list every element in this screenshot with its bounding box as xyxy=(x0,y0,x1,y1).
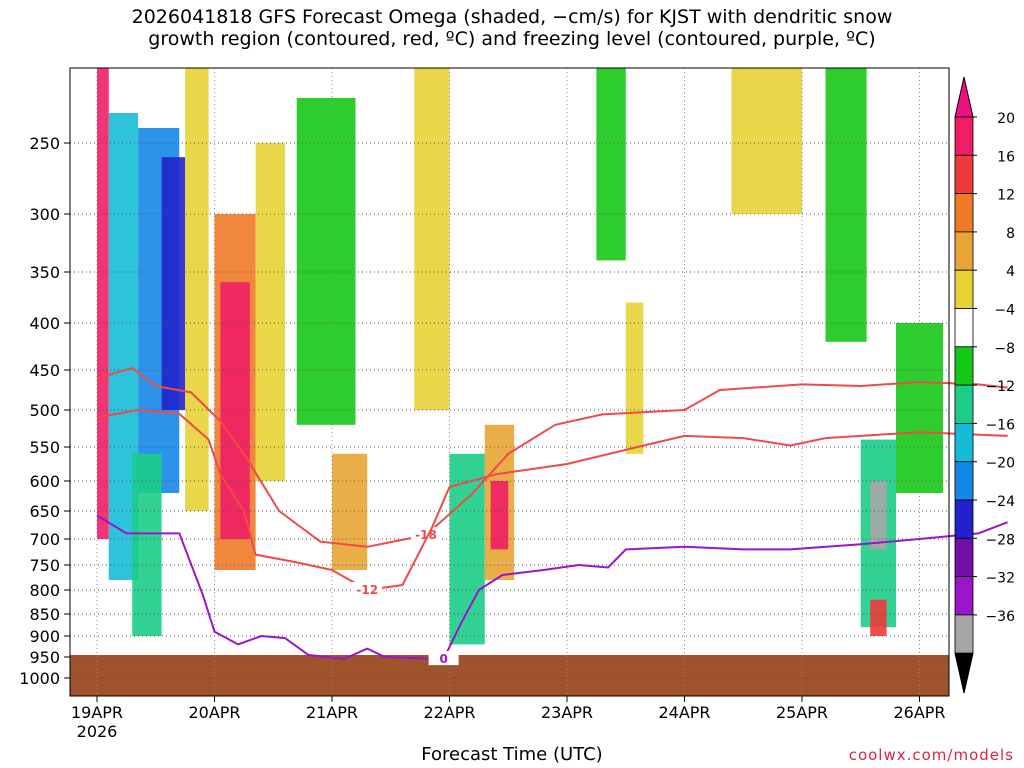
y-tick-label: 250 xyxy=(29,134,60,153)
colorbar: 20 16 12 8 4 −4 −8 −12 −16 −20 −24 −28 −32 −36 xyxy=(954,76,1015,694)
contour-label-bg xyxy=(411,527,441,542)
colorbar-swatch xyxy=(954,461,974,501)
y-tick-label: 600 xyxy=(29,472,60,491)
colorbar-swatch xyxy=(954,537,974,577)
colorbar-swatch xyxy=(954,308,974,348)
omega-patch xyxy=(161,157,186,410)
x-tick-label: 24APR xyxy=(658,703,710,722)
omega-patch xyxy=(132,453,162,636)
colorbar-swatch xyxy=(954,499,974,539)
x-tick-label: 25APR xyxy=(776,703,828,722)
omega-patch xyxy=(97,68,109,539)
colorbar-label: −4 xyxy=(994,303,1015,319)
source-credit: coolwx.com/models xyxy=(848,746,1014,764)
x-tick-label: 23APR xyxy=(541,703,593,722)
colorbar-label: −8 xyxy=(994,341,1015,357)
omega-patch xyxy=(731,68,802,214)
grid-lines xyxy=(70,68,949,696)
x-axis: 19APR 20APR 21APR 22APR 23APR 24APR 25APR 26APR… xyxy=(71,696,946,741)
contour-label-bg xyxy=(352,582,383,596)
colorbar-label: 8 xyxy=(1006,226,1015,242)
x-tick-label: 20APR xyxy=(188,703,240,722)
chart-title: 2026041818 GFS Forecast Omega (shaded, −… xyxy=(0,6,1024,50)
y-tick-label: 800 xyxy=(29,581,60,600)
omega-patch xyxy=(332,453,368,570)
colorbar-swatch xyxy=(954,346,974,386)
y-tick-label: 350 xyxy=(29,263,60,282)
x-tick-label: 21APR xyxy=(306,703,358,722)
colorbar-swatch xyxy=(954,231,974,271)
y-tick-label: 650 xyxy=(29,502,60,521)
y-axis: 250 300 350 400 450 500 550 600 650 700 750 800 850 9… xyxy=(19,134,70,688)
y-tick-label: 700 xyxy=(29,530,60,549)
omega-shading-layer xyxy=(97,68,949,645)
colorbar-swatch xyxy=(954,384,974,424)
x-tick-label: 19APR xyxy=(71,703,123,722)
y-tick-label: 950 xyxy=(29,648,60,667)
y-tick-label: 550 xyxy=(29,438,60,457)
colorbar-swatch xyxy=(954,422,974,463)
contour-line xyxy=(96,514,1008,661)
colorbar-top-arrow xyxy=(954,76,974,118)
y-tick-label: 850 xyxy=(29,605,60,624)
omega-patch xyxy=(596,68,626,261)
colorbar-swatch xyxy=(954,154,974,195)
y-tick-label: 750 xyxy=(29,556,60,575)
omega-patch xyxy=(255,143,285,481)
contour-line xyxy=(96,409,1008,591)
contour-label: -12 xyxy=(356,583,378,597)
chart-title-line-2: growth region (contoured, red, ºC) and f… xyxy=(148,28,876,50)
y-tick-label: 900 xyxy=(29,627,60,646)
colorbar-label: −28 xyxy=(985,532,1015,548)
omega-patch xyxy=(296,98,356,425)
colorbar-swatch xyxy=(954,193,974,233)
y-tick-label: 450 xyxy=(29,361,60,380)
contour-label: -18 xyxy=(415,528,437,542)
contour-label-bg xyxy=(428,651,459,666)
colorbar-label: −16 xyxy=(985,417,1015,433)
colorbar-label: −12 xyxy=(985,379,1015,395)
colorbar-label: 4 xyxy=(1006,264,1015,280)
ground-surface xyxy=(70,655,949,696)
omega-patch xyxy=(414,68,450,410)
colorbar-label: −32 xyxy=(985,571,1015,587)
y-tick-label: 1000 xyxy=(19,669,60,688)
contour-line xyxy=(96,367,1008,548)
omega-patch xyxy=(185,68,209,511)
colorbar-label: −24 xyxy=(985,494,1015,510)
omega-patch xyxy=(870,481,887,550)
colorbar-swatch xyxy=(954,614,974,654)
colorbar-label: 12 xyxy=(997,188,1015,204)
x-tick-year-label: 2026 xyxy=(77,722,118,741)
omega-patch xyxy=(870,599,887,636)
colorbar-bottom-arrow xyxy=(954,652,974,694)
colorbar-label: −36 xyxy=(985,609,1015,625)
y-tick-label: 400 xyxy=(29,314,60,333)
omega-patch xyxy=(490,481,509,550)
contour-layer: -18 -12 0 xyxy=(96,367,1008,666)
y-tick-label: 300 xyxy=(29,205,60,224)
plot-frame xyxy=(69,67,950,697)
chart-title-line-1: 2026041818 GFS Forecast Omega (shaded, −… xyxy=(131,6,893,28)
colorbar-swatch xyxy=(954,269,974,309)
contour-label: 0 xyxy=(439,652,447,666)
omega-patch xyxy=(625,302,644,454)
x-axis-title: Forecast Time (UTC) xyxy=(421,744,603,765)
colorbar-swatch xyxy=(954,116,974,156)
omega-patch xyxy=(825,68,867,342)
omega-patch xyxy=(220,282,250,539)
colorbar-label: 20 xyxy=(997,111,1015,127)
colorbar-swatch xyxy=(954,576,974,616)
x-tick-label: 22APR xyxy=(423,703,475,722)
y-tick-label: 500 xyxy=(29,401,60,420)
x-tick-label: 26APR xyxy=(893,703,945,722)
colorbar-label: −20 xyxy=(985,456,1015,472)
colorbar-label: 16 xyxy=(997,149,1015,165)
